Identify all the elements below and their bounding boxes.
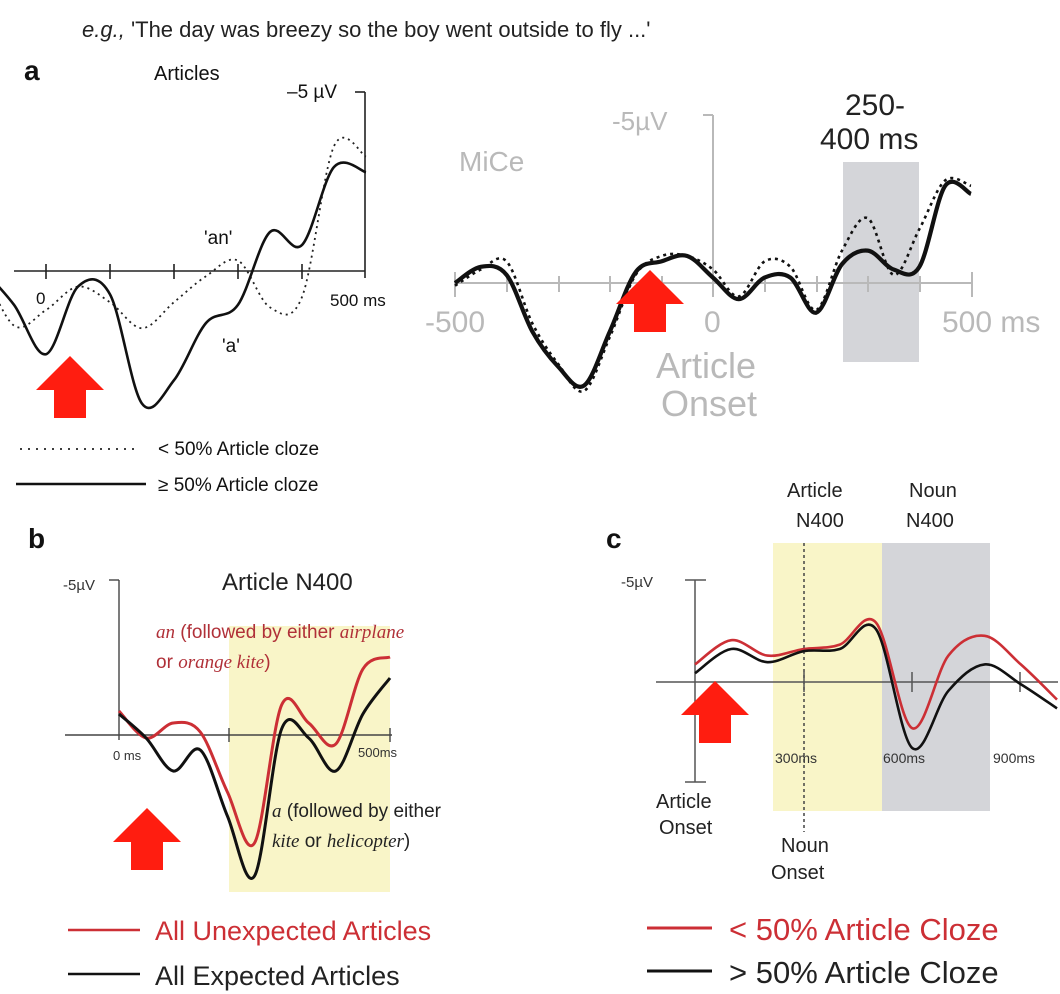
panel-b-a-line-1: a (followed by either [272,801,442,822]
panel-c-article-n400-2: N400 [796,510,844,532]
panel-a-zero-label: 0 [36,289,45,308]
panel-c-article-n400-1: Article [787,480,843,502]
panel-b-series-expected [118,677,392,880]
panel-c-onset-2: Onset [659,817,713,839]
panel-a2-series-dotted [454,176,972,393]
panel-a2-x-right: 500 ms [942,306,1040,339]
panel-b-legend-unexpected: All Unexpected Articles [155,916,431,946]
panel-a2-name: MiCe [459,146,524,177]
panel-a-label-an: 'an' [204,228,232,249]
panel-a-series-high-cloze [0,161,367,410]
panel-c-series-high-cloze [694,623,1058,751]
panel-b-yscale: -5µV [63,577,95,594]
panel-b-series-unexpected [117,655,391,848]
panel-letter-a: a [24,55,40,86]
panel-a2-onset-1: Article [656,345,756,386]
panel-b-red-arrow [113,808,181,870]
panel-c-noun-window [882,543,990,811]
panel-c-yscale: -5µV [621,574,653,591]
panel-c-legend-high: > 50% Article Cloze [729,955,999,990]
panel-a-xticks [45,264,303,279]
panel-c-xticks [803,672,1021,692]
panel-a-mice: -5µV MiCe 250- 400 ms -500 0 500 ms Arti… [425,89,1040,424]
panel-letter-b: b [28,523,45,554]
panel-c-article-window [773,543,882,811]
panel-a2-x-zero: 0 [704,306,721,339]
panel-c-noun-onset-2: Onset [771,862,825,884]
panel-b-an-line-1: an (followed by either airplane [156,622,404,643]
panel-a-legend-high: ≥ 50% Article cloze [158,475,318,496]
panel-c-noun-n400-2: N400 [906,510,954,532]
panel-b-x-zero: 0 ms [113,748,142,763]
panel-a-legend-low: < 50% Article cloze [158,439,319,460]
panel-b-x-end: 500ms [358,745,398,760]
panel-a-series-low-cloze [0,136,367,330]
panel-b-legend-expected: All Expected Articles [155,961,400,991]
panel-a2-window-label-1: 250- [845,89,905,122]
panel-c-series-low-cloze [694,617,1058,730]
panel-a: a Articles –5 µV 0 500 ms 'an' 'a' < 50%… [0,55,386,496]
panel-c-tick-900: 900ms [993,750,1035,766]
panel-b-xticks [228,728,391,742]
panel-c-tick-300: 300ms [775,750,817,766]
panel-c-noun-n400-1: Noun [909,480,957,502]
panel-c-noun-onset-1: Noun [781,835,829,857]
panel-a2-yscale: -5µV [612,106,668,136]
panel-a-title: Articles [154,63,220,85]
panel-a-red-arrow [36,356,104,418]
panel-c-tick-600: 600ms [883,750,925,766]
panel-a2-onset-2: Onset [661,383,757,424]
panel-b: b -5µV 0 ms 500ms Article N400 an (follo… [28,523,442,991]
panel-letter-c: c [606,523,622,554]
panel-a2-window-label-2: 400 ms [820,123,918,156]
panel-b-an-line-2: or orange kite) [156,652,271,673]
panel-a-label-a: 'a' [222,336,240,357]
caption-text: e.g., 'The day was breezy so the boy wen… [82,17,651,42]
panel-a2-red-arrow [616,270,684,332]
panel-a2-series-solid [453,179,973,389]
panel-b-title: Article N400 [222,569,353,596]
panel-a-yscale: –5 µV [287,82,337,103]
panel-a2-x-left: -500 [425,306,485,339]
panel-a-x-end-label: 500 ms [330,291,386,310]
panel-b-a-line-2: kite or helicopter) [272,831,410,852]
panel-c-red-arrow [681,681,749,743]
panel-c-onset-1: Article [656,791,712,813]
panel-c-legend-low: < 50% Article Cloze [729,912,999,947]
panel-c: c Article N400 Noun N400 -5µV 300ms 600m… [606,480,1058,990]
